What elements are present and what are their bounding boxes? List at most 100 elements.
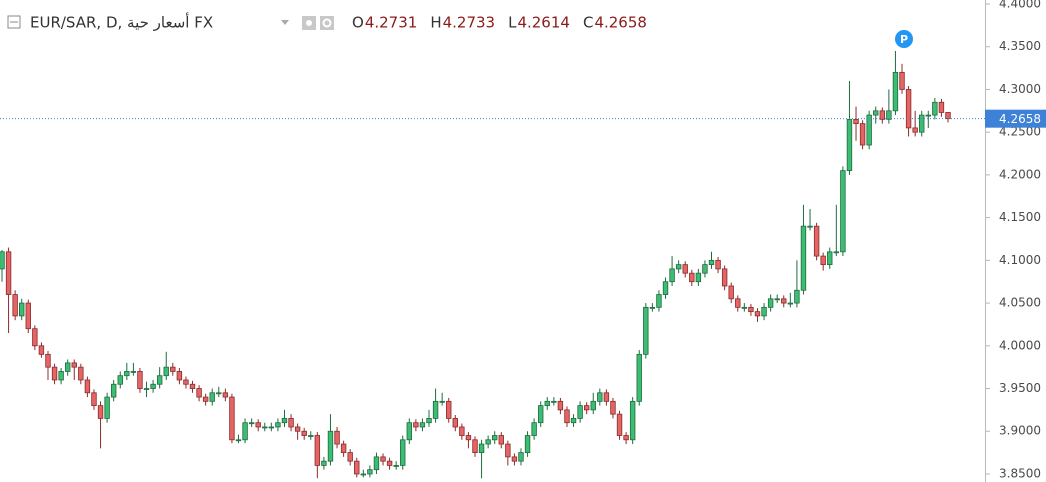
candle-body (551, 400, 557, 403)
candle-body (702, 264, 708, 274)
y-tick-label: 4.0500 (999, 296, 1041, 310)
candle-body (932, 101, 938, 116)
candle-body (137, 371, 143, 389)
settings-icon[interactable] (320, 16, 334, 30)
candle-body (767, 298, 774, 308)
last-price-box (985, 109, 1046, 128)
candle-body (294, 426, 301, 432)
ohlc-value: 4.2733 (443, 14, 496, 32)
candle-body (787, 302, 794, 305)
candle-body (682, 264, 688, 274)
visibility-icon-dot (306, 20, 312, 26)
candle-body (406, 422, 413, 441)
candle-body (537, 405, 544, 424)
candle-body (544, 400, 550, 407)
candle-body (32, 328, 38, 347)
candle-body (873, 110, 879, 116)
candle-body (636, 353, 642, 402)
y-tick-label: 4.1500 (999, 210, 1041, 224)
candle-body (84, 379, 91, 394)
y-tick-label: 4.1000 (999, 253, 1041, 267)
candle-body (268, 426, 275, 429)
candle-body (12, 294, 18, 317)
candle-body (432, 400, 439, 419)
candle-body (262, 426, 268, 429)
candle-body (794, 289, 800, 304)
candle-body (735, 298, 741, 308)
candle-body (577, 405, 583, 419)
y-tick-label: 4.4000 (999, 0, 1041, 11)
candle-body (308, 435, 314, 437)
candle-body (597, 392, 603, 402)
candle-body (393, 465, 399, 467)
candle-body (340, 443, 347, 454)
candle-body (143, 388, 150, 390)
candle-body (288, 418, 294, 428)
candle-body (754, 311, 761, 317)
candle-body (465, 435, 472, 441)
dropdown-arrow[interactable] (281, 20, 289, 25)
candle-body (715, 259, 721, 270)
candle-body (91, 392, 97, 407)
candle-body (925, 114, 931, 117)
y-tick-label: 3.9500 (999, 381, 1041, 395)
candle-body (58, 371, 64, 381)
ohlc-key: L (508, 14, 517, 32)
candle-body (623, 435, 629, 441)
candle-body (45, 353, 51, 368)
candle-body (301, 430, 307, 436)
candle-body (0, 251, 5, 270)
candle-body (721, 268, 728, 287)
candle-body (938, 101, 945, 113)
candle-body (367, 469, 373, 475)
settings-icon-gear (322, 18, 332, 28)
candle-body (314, 435, 321, 466)
candle-body (886, 110, 892, 120)
candle-body (163, 366, 169, 377)
candle-body (419, 422, 426, 428)
candle-body (531, 422, 537, 436)
candle-body (892, 71, 899, 112)
y-tick-label: 4.3500 (999, 39, 1041, 53)
candle-body (189, 383, 196, 389)
candle-body (196, 388, 202, 398)
candle-body (919, 114, 925, 133)
candle-body (38, 345, 45, 355)
candle-body (879, 110, 886, 120)
candle-body (327, 430, 334, 462)
candle-body (5, 251, 12, 295)
y-tick-label: 4.2000 (999, 167, 1041, 181)
candle-body (899, 71, 905, 90)
candle-body (235, 439, 242, 442)
candle-body (170, 366, 176, 372)
candle-body (524, 435, 531, 454)
candle-body (413, 422, 419, 428)
candle-body (202, 396, 209, 402)
ohlc-value: 4.2658 (594, 14, 647, 32)
candle-body (400, 439, 406, 466)
candle-body (669, 268, 675, 283)
candle-body (853, 118, 859, 125)
candle-body (564, 409, 570, 424)
candle-body (248, 422, 255, 425)
candle-body (761, 306, 767, 317)
candle-body (570, 418, 577, 424)
ohlc-value: 4.2731 (365, 14, 418, 32)
candle-body (110, 383, 117, 398)
candle-body (104, 396, 110, 419)
candle-body (643, 306, 649, 355)
candle-body (511, 456, 518, 462)
candle-body (662, 281, 669, 295)
collapse-icon[interactable] (7, 15, 21, 29)
candle-body (518, 452, 524, 462)
candle-body (334, 430, 340, 445)
candle-body (255, 422, 261, 428)
candle-body (616, 413, 623, 436)
candle-body (51, 366, 58, 381)
y-tick-label: 3.8500 (999, 466, 1041, 480)
candle-body (25, 302, 31, 330)
ohlc-key: O (352, 14, 364, 32)
candle-body (840, 170, 846, 253)
candle-body (209, 392, 215, 402)
